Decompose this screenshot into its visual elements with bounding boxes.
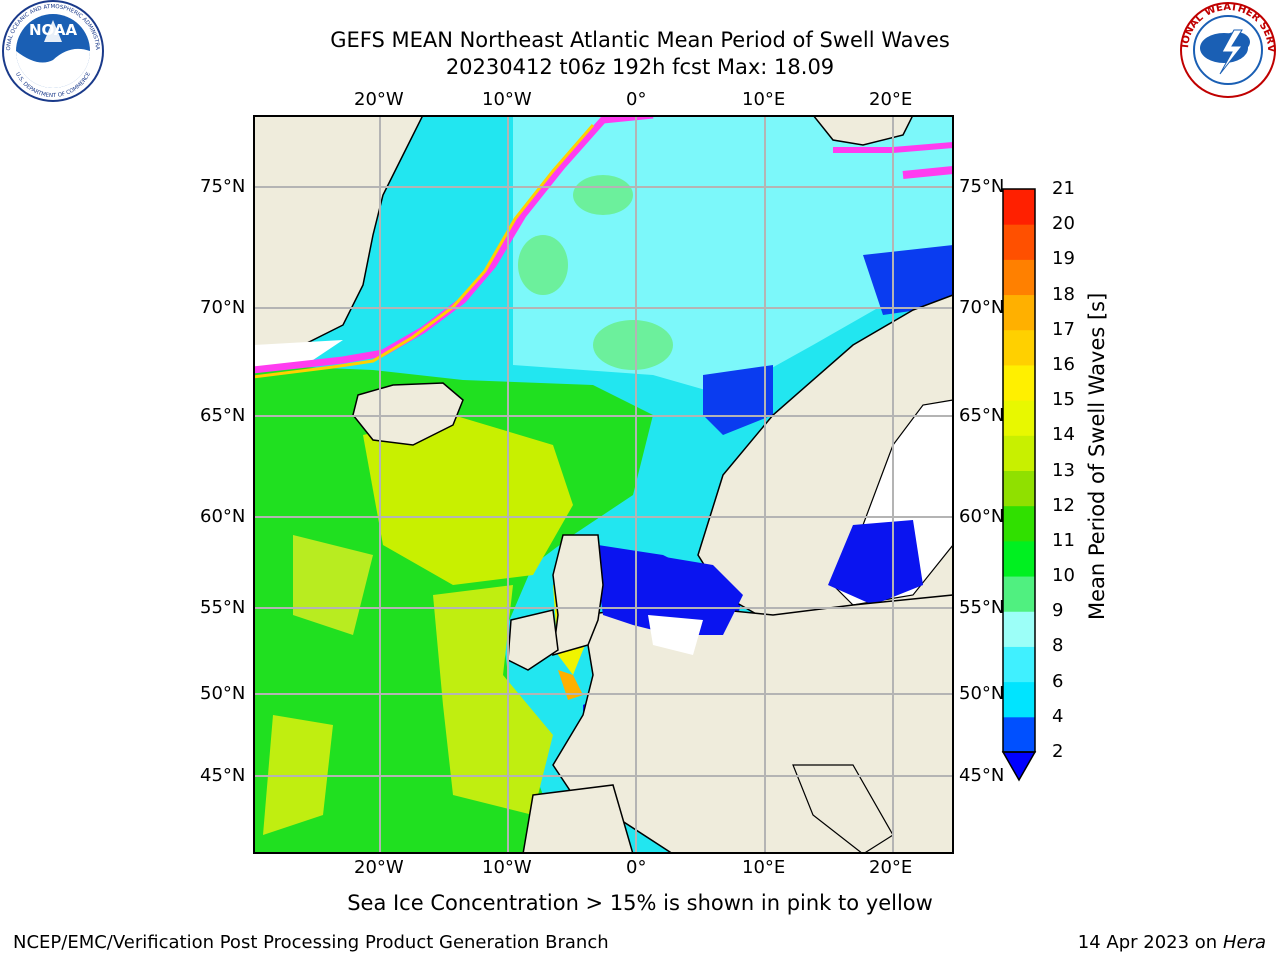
footer-credit: NCEP/EMC/Verification Post Processing Pr… xyxy=(13,932,609,953)
noaa-logo-text: NOAA xyxy=(29,21,78,39)
colorbar-tick-label: 13 xyxy=(1052,459,1075,481)
colorbar-tick-label: 11 xyxy=(1052,529,1075,551)
colorbar-block xyxy=(1003,224,1035,260)
colorbar-frame xyxy=(1002,188,1036,753)
nws-logo: NATIONAL WEATHER SERVICE xyxy=(1176,0,1276,98)
lon-label-bottom-3: 0° xyxy=(626,857,647,878)
land-britain xyxy=(552,534,604,657)
colorbar-tick-label: 19 xyxy=(1052,248,1075,270)
colorbar-block xyxy=(1003,505,1035,542)
lat-label-left-7: 45°N xyxy=(200,765,246,786)
colorbar-tick-label: 12 xyxy=(1052,494,1075,516)
colorbar-tick-label: 14 xyxy=(1052,424,1075,446)
colorbar-tick-label: 9 xyxy=(1052,600,1064,622)
land-italy xyxy=(792,764,894,854)
land-svalbard xyxy=(812,115,914,146)
colorbar-tick-label: 16 xyxy=(1052,353,1075,375)
colorbar-block xyxy=(1003,435,1035,471)
lat-label-right-6: 50°N xyxy=(959,683,1005,704)
colorbar-label: Mean Period of Swell Waves [s] xyxy=(1085,292,1109,620)
lon-label-top-4: 10°E xyxy=(742,89,786,110)
lon-label-bottom-2: 10°W xyxy=(482,857,532,878)
colorbar-tick-label: 17 xyxy=(1052,318,1075,340)
lon-label-bottom-1: 20°W xyxy=(354,857,404,878)
lon-label-top-5: 20°E xyxy=(869,89,913,110)
colorbar-tick-label: 8 xyxy=(1052,635,1064,657)
colorbar-block xyxy=(1003,329,1035,366)
colorbar-block xyxy=(1003,540,1035,577)
footer-date: 14 Apr 2023 on Hera xyxy=(1078,932,1266,953)
lon-label-top-3: 0° xyxy=(626,89,647,110)
lat-label-right-7: 45°N xyxy=(959,765,1005,786)
footer-date-text: 14 Apr 2023 on xyxy=(1077,932,1218,953)
footer-host: Hera xyxy=(1222,932,1266,953)
colorbar-block xyxy=(1003,611,1035,647)
colorbar-tick-label: 21 xyxy=(1052,178,1075,199)
colorbar-block xyxy=(1003,681,1035,718)
colorbar-block xyxy=(1003,646,1035,683)
lat-label-right-5: 55°N xyxy=(959,597,1005,618)
colorbar-block xyxy=(1003,716,1035,753)
lon-label-top-1: 20°W xyxy=(354,89,404,110)
lat-label-right-3: 65°N xyxy=(959,405,1005,426)
colorbar-block xyxy=(1003,400,1035,436)
swell-zone-yellow-green xyxy=(363,415,573,585)
graticule xyxy=(253,115,954,854)
colorbar-block xyxy=(1003,470,1035,507)
colorbar-tick-label: 10 xyxy=(1052,565,1075,587)
colorbar-block xyxy=(1003,294,1035,331)
sea-ice-edge xyxy=(253,115,654,374)
lat-label-left-4: 60°N xyxy=(200,506,246,527)
lon-label-bottom-4: 10°E xyxy=(742,857,786,878)
colorbar-block xyxy=(1003,259,1035,296)
map-title-line2: 20230412 t06z 192h fcst Max: 18.09 xyxy=(445,55,835,79)
colorbar-tick-label: 2 xyxy=(1052,741,1064,762)
colorbar-block xyxy=(1003,189,1035,225)
colorbar-block xyxy=(1003,364,1035,401)
colorbar-tick-label: 6 xyxy=(1052,670,1064,692)
colorbar-tick-label: 15 xyxy=(1052,389,1075,411)
lat-label-right-2: 70°N xyxy=(959,297,1005,318)
lat-label-left-6: 50°N xyxy=(200,683,246,704)
lat-label-right-1: 75°N xyxy=(959,176,1005,197)
colorbar-tick-label: 20 xyxy=(1052,213,1075,235)
lon-label-top-2: 10°W xyxy=(482,89,532,110)
map-panel xyxy=(253,115,954,854)
lon-label-bottom-5: 20°E xyxy=(869,857,913,878)
lat-label-left-3: 65°N xyxy=(200,405,246,426)
noaa-logo: NOAA NATIONAL OCEANIC AND ATMOSPHERIC AD… xyxy=(0,0,104,102)
map-title-line1: GEFS MEAN Northeast Atlantic Mean Period… xyxy=(330,28,950,52)
lat-label-left-2: 70°N xyxy=(200,297,246,318)
sea-ice-caption: Sea Ice Concentration > 15% is shown in … xyxy=(347,891,933,915)
lat-label-right-4: 60°N xyxy=(959,506,1005,527)
colorbar xyxy=(1001,188,1037,782)
lat-label-left-5: 55°N xyxy=(200,597,246,618)
colorbar-tick-label: 4 xyxy=(1052,705,1064,727)
colorbar-underflow-triangle xyxy=(1001,751,1037,782)
colorbar-tick-label: 18 xyxy=(1052,283,1075,305)
lat-label-left-1: 75°N xyxy=(200,176,246,197)
map-frame xyxy=(253,115,954,854)
colorbar-block xyxy=(1003,576,1035,612)
land-iberia xyxy=(522,784,634,854)
